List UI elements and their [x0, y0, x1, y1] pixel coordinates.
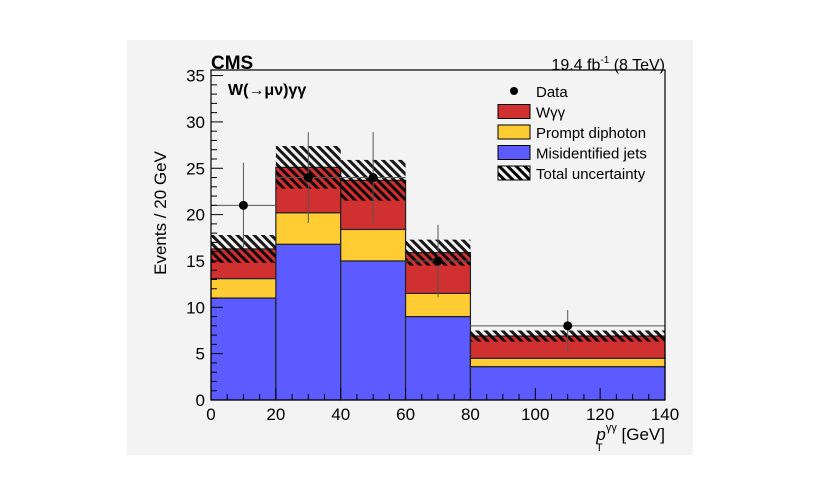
- lumi-label: 19.4 fb-1 (8 TeV): [551, 55, 665, 74]
- y-tick-label-5: 25: [186, 159, 205, 178]
- data-point-3: [433, 256, 443, 266]
- legend-swatch-1: [497, 104, 531, 119]
- x-axis-label: pγγ [GeV]: [595, 422, 665, 444]
- y-tick-label-2: 10: [186, 298, 205, 317]
- legend-marker-data: [510, 87, 518, 95]
- y-tick-label-6: 30: [186, 113, 205, 132]
- legend-swatch-3: [497, 145, 531, 160]
- legend-swatch-4: [497, 165, 531, 181]
- x-tick-label-3: 60: [396, 405, 415, 424]
- legend: Data Wγγ Prompt diphoton Misidentified jets…: [497, 84, 647, 183]
- x-tick-label-5: 100: [521, 405, 549, 424]
- experiment-label: CMS: [211, 53, 253, 74]
- y-tick-label-0: 0: [196, 391, 205, 410]
- data-point-2: [368, 173, 378, 183]
- bar-1-0: [210, 277, 277, 299]
- y-tick-label-1: 5: [196, 345, 205, 364]
- x-tick-label-6: 120: [586, 405, 614, 424]
- legend-label-2: Prompt diphoton: [536, 125, 646, 142]
- legend-label-1: Wγγ: [536, 105, 566, 122]
- bar-0-0: [210, 297, 277, 401]
- data-point-1: [303, 173, 313, 183]
- data-point-0: [238, 200, 248, 210]
- x-tick-label-7: 140: [651, 405, 679, 424]
- x-tick-label-1: 20: [266, 405, 285, 424]
- legend-label-0: Data: [536, 84, 568, 101]
- legend-label-4: Total uncertainty: [536, 166, 646, 183]
- x-tick-label-4: 80: [461, 405, 480, 424]
- bar-0-1: [275, 243, 342, 401]
- x-tick-label-2: 40: [331, 405, 350, 424]
- channel-label: W(→μν)γγ: [228, 82, 306, 99]
- legend-label-3: Misidentified jets: [536, 146, 647, 163]
- bar-0-3: [404, 315, 472, 401]
- bar-1-2: [340, 228, 407, 262]
- bar-0-2: [340, 260, 407, 401]
- y-axis-label: Events / 20 GeV: [151, 150, 170, 274]
- legend-swatch-2: [497, 124, 531, 140]
- y-tick-label-4: 20: [186, 206, 205, 225]
- bar-1-4: [469, 357, 666, 368]
- x-tick-label-0: 0: [206, 405, 215, 424]
- y-tick-label-3: 15: [186, 252, 205, 271]
- data-point-4: [563, 321, 573, 331]
- y-tick-label-7: 35: [186, 67, 205, 86]
- x-axis-label-subscript: T: [596, 442, 603, 454]
